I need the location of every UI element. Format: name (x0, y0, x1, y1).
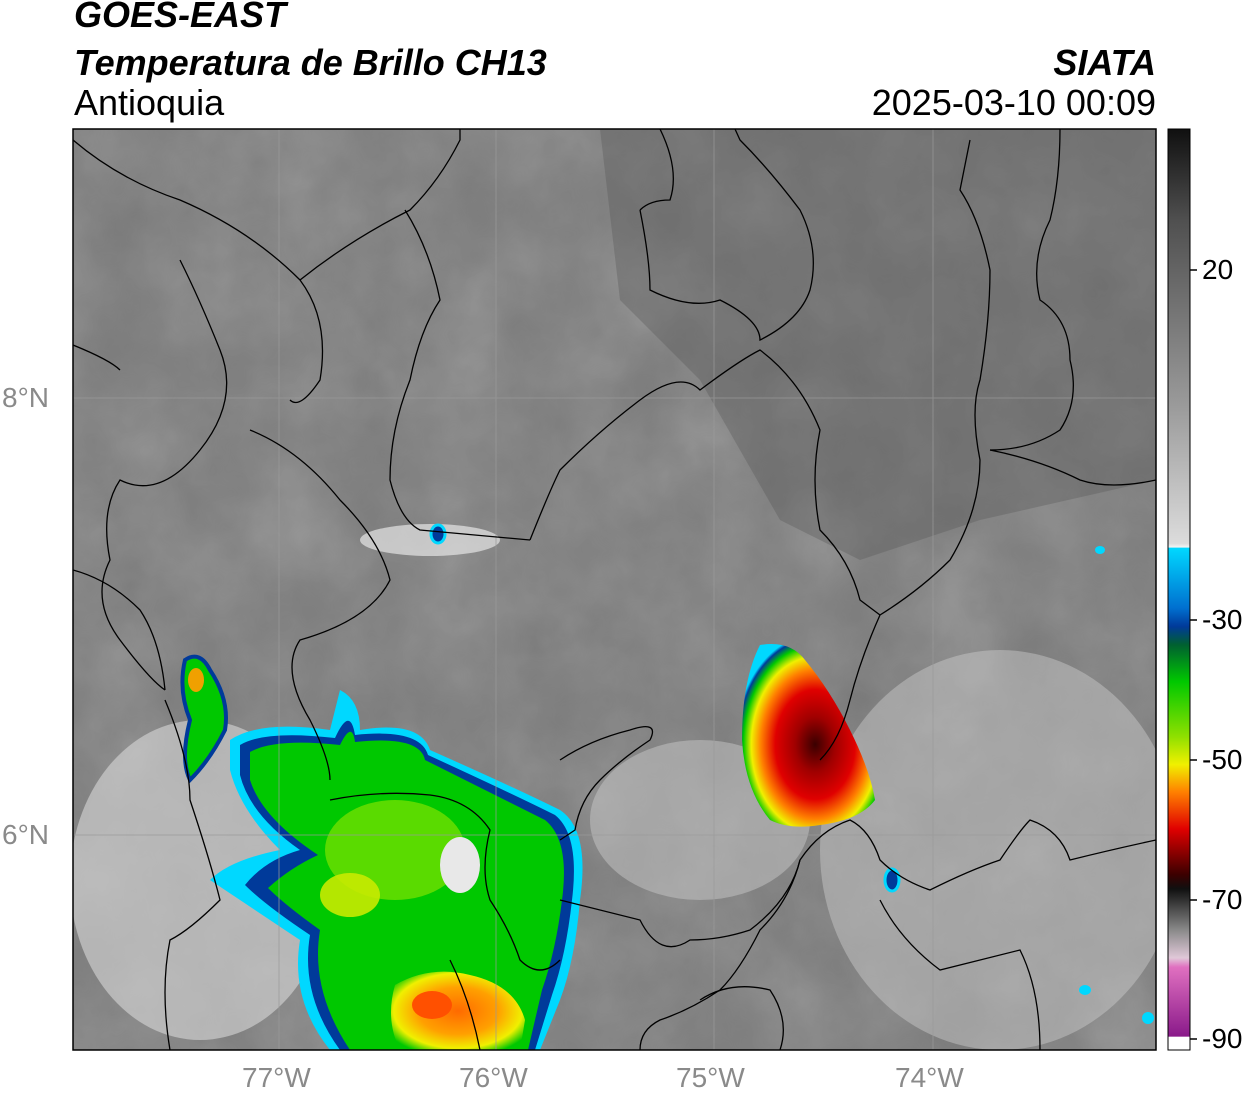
colorbar-label-minus90: -90 (1202, 1023, 1243, 1054)
storm-orange-core (391, 971, 525, 1050)
organization-label: SIATA (1053, 42, 1156, 83)
colorbar-label-minus50: -50 (1202, 744, 1243, 775)
lon-label-75w: 75°W (676, 1062, 745, 1093)
storm-east-cell (742, 644, 875, 827)
region-title: Antioquia (74, 82, 225, 123)
satellite-title: GOES-EAST (74, 0, 287, 35)
colorbar-label-minus70: -70 (1202, 884, 1243, 915)
lon-label-76w: 76°W (459, 1062, 528, 1093)
colorbar-label-minus30: -30 (1202, 604, 1243, 635)
lon-label-74w: 74°W (895, 1062, 964, 1093)
lon-label-77w: 77°W (242, 1062, 311, 1093)
product-title: Temperatura de Brillo CH13 (74, 42, 547, 83)
timestamp-label: 2025-03-10 00:09 (871, 82, 1156, 123)
lat-label-6n: 6°N (2, 819, 49, 850)
colorbar-ticks (1190, 269, 1197, 1040)
colorbar-label-20: 20 (1202, 254, 1234, 285)
map-frame (72, 128, 1157, 1051)
lat-label-8n: 8°N (2, 382, 49, 413)
colorbar (1167, 128, 1191, 1051)
borders (73, 129, 1156, 1050)
